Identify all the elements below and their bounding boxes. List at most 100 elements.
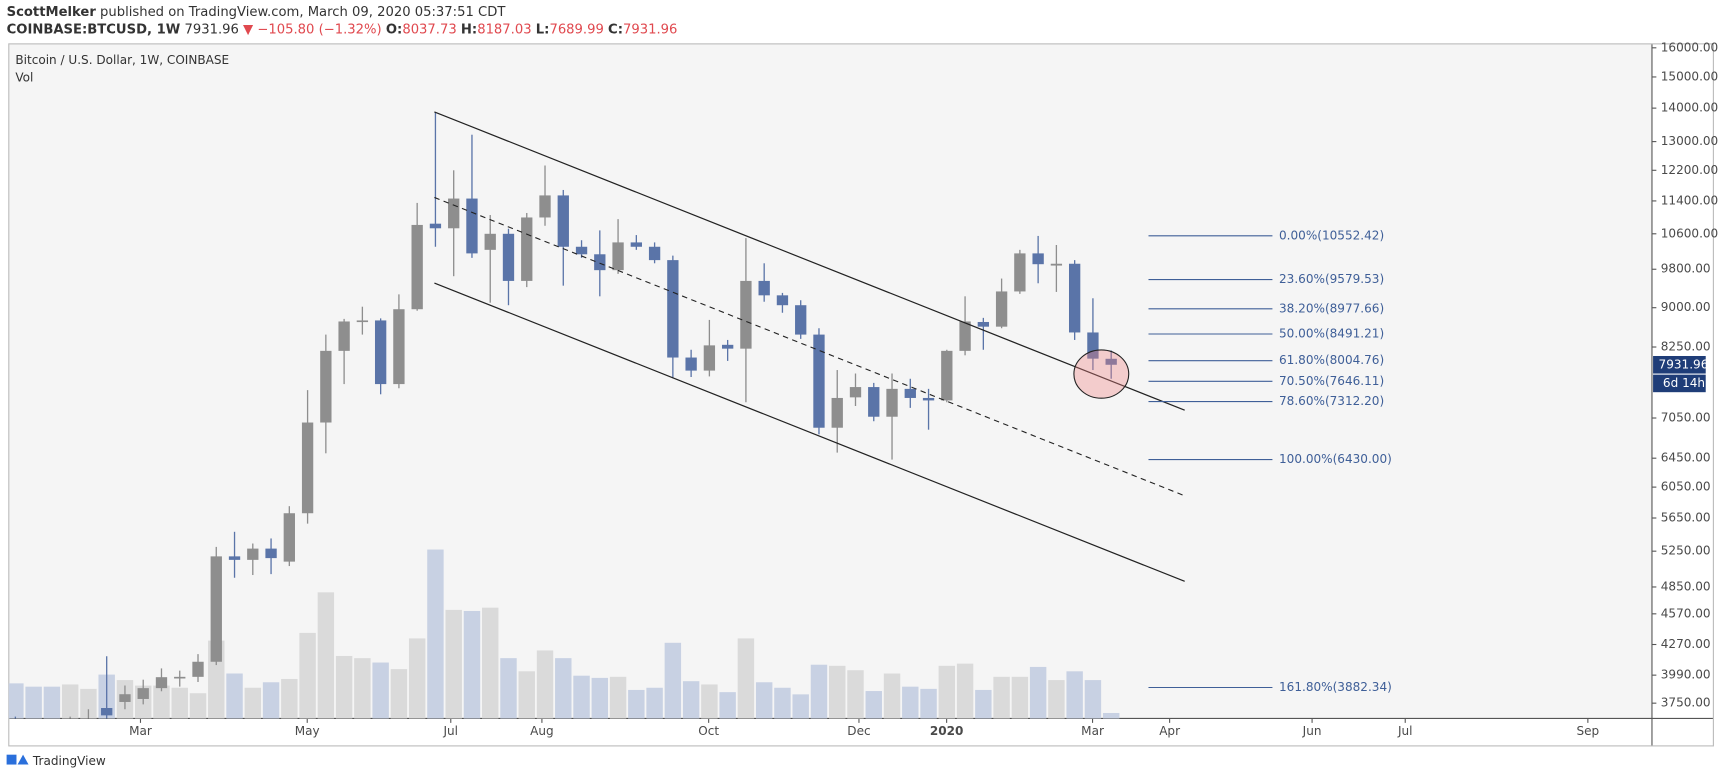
last-price: 7931.96 — [184, 23, 238, 38]
volume-bar — [701, 684, 718, 719]
candle-body — [502, 233, 515, 281]
y-tick-label: 15000.00 — [1661, 69, 1718, 83]
volume-bar — [810, 664, 828, 719]
x-tick-label: Dec — [847, 724, 870, 738]
candle-body — [374, 320, 387, 385]
volume-bar — [682, 681, 700, 719]
candle-body — [703, 345, 716, 371]
candle-body — [539, 195, 551, 218]
countdown: 6d 14h — [1663, 376, 1705, 390]
y-tick-label: 7050.00 — [1661, 411, 1711, 425]
y-tick-label: 3990.00 — [1661, 668, 1711, 682]
candle-body — [174, 676, 186, 679]
candle-body — [429, 223, 442, 229]
logo-block — [6, 754, 17, 765]
x-tick-label: Mar — [129, 724, 152, 738]
volume-bar — [920, 688, 937, 719]
candle-body — [995, 291, 1008, 327]
chart-frame — [8, 43, 1714, 747]
volume-bar — [865, 691, 882, 719]
candle-body — [228, 556, 241, 560]
countdown-box — [1653, 374, 1706, 393]
change: ▼ −105.80 (−1.32%) — [243, 23, 382, 38]
volume-bar — [719, 692, 736, 719]
volume-bar — [518, 671, 535, 719]
volume-bar — [1084, 680, 1102, 719]
y-tick-label: 6450.00 — [1661, 451, 1711, 465]
candle-body — [1087, 332, 1099, 359]
volume-bar — [1048, 680, 1065, 719]
candle-body — [886, 388, 898, 417]
symbol: COINBASE:BTCUSD, 1W — [7, 23, 181, 38]
volume-bar — [902, 686, 919, 719]
candle-body — [667, 260, 679, 358]
y-tick-label: 9800.00 — [1661, 262, 1711, 276]
y-tick-label: 4850.00 — [1661, 579, 1711, 593]
candle-body — [338, 321, 350, 351]
fib-label: 100.00%(6430.00) — [1279, 452, 1392, 466]
price-label-box — [1653, 355, 1706, 374]
fib-label: 50.00%(8491.21) — [1279, 326, 1384, 340]
volume-bar — [646, 687, 663, 719]
header-line-2: COINBASE:BTCUSD, 1W 7931.96 ▼ −105.80 (−… — [7, 23, 678, 38]
fib-label: 70.50%(7646.11) — [1279, 374, 1384, 388]
candle-body — [1014, 253, 1026, 292]
drawings — [434, 111, 1185, 582]
candle-body — [594, 254, 606, 271]
candle-body — [356, 320, 369, 323]
candle-body — [721, 344, 734, 349]
volume-bar — [628, 689, 645, 719]
candle-body — [685, 357, 697, 371]
volume-bar — [829, 665, 846, 719]
y-tick-label: 9000.00 — [1661, 300, 1711, 314]
header-line-1: ScottMelker published on TradingView.com… — [7, 5, 507, 20]
candle-body — [247, 548, 259, 560]
volume-bar — [883, 673, 901, 719]
candle-body — [192, 661, 204, 677]
x-tick-label: Mar — [1081, 724, 1104, 738]
candle-body — [557, 195, 569, 247]
time-axis-area — [8, 718, 1714, 746]
candle-body — [521, 217, 533, 281]
y-tick-label: 5250.00 — [1661, 544, 1711, 558]
candle-body — [137, 688, 149, 699]
volume-bar — [281, 678, 298, 719]
volume-bar — [262, 682, 280, 719]
candle-body — [101, 708, 113, 716]
x-tick-label: Jun — [1302, 724, 1322, 738]
candle-body — [1068, 263, 1081, 333]
axis-layer: 16000.00 15000.00 14000.00 13000.00 12200.00… — [129, 40, 1718, 738]
x-tick-label: Aug — [530, 724, 554, 738]
volume-bar — [1029, 666, 1047, 719]
candle-body — [904, 388, 916, 398]
volume-bar — [1066, 671, 1083, 719]
volume-bar — [226, 673, 243, 719]
candle-body — [1050, 263, 1063, 266]
candle-body — [795, 305, 807, 335]
ohlc-value: 7689.99 — [549, 23, 603, 38]
x-tick-label: Apr — [1159, 724, 1180, 738]
footer-logo — [6, 754, 29, 765]
candle-body — [484, 233, 496, 250]
candle-body — [813, 334, 825, 428]
candle-body — [320, 350, 332, 423]
channel-mid — [434, 196, 1185, 497]
volume-bar — [993, 676, 1010, 719]
x-tick-label: Jul — [443, 724, 459, 738]
y-tick-label: 8250.00 — [1661, 340, 1711, 354]
x-tick-label: Oct — [698, 724, 719, 738]
ohlc-label: L: — [536, 23, 550, 38]
y-tick-label: 10600.00 — [1661, 226, 1718, 240]
fib-label: 161.80%(3882.34) — [1279, 680, 1392, 694]
volume-bar — [975, 689, 992, 719]
volume-bar — [500, 658, 517, 719]
volume-bar — [792, 694, 809, 719]
candle-body — [612, 242, 624, 271]
x-tick-label: Jul — [1397, 724, 1413, 738]
fib-label: 38.20%(8977.66) — [1279, 301, 1384, 315]
candle-body — [648, 246, 661, 261]
published: published on TradingView.com, March 09, … — [100, 5, 506, 20]
volume-bar — [390, 669, 408, 719]
ohlc-label: C: — [608, 23, 623, 38]
